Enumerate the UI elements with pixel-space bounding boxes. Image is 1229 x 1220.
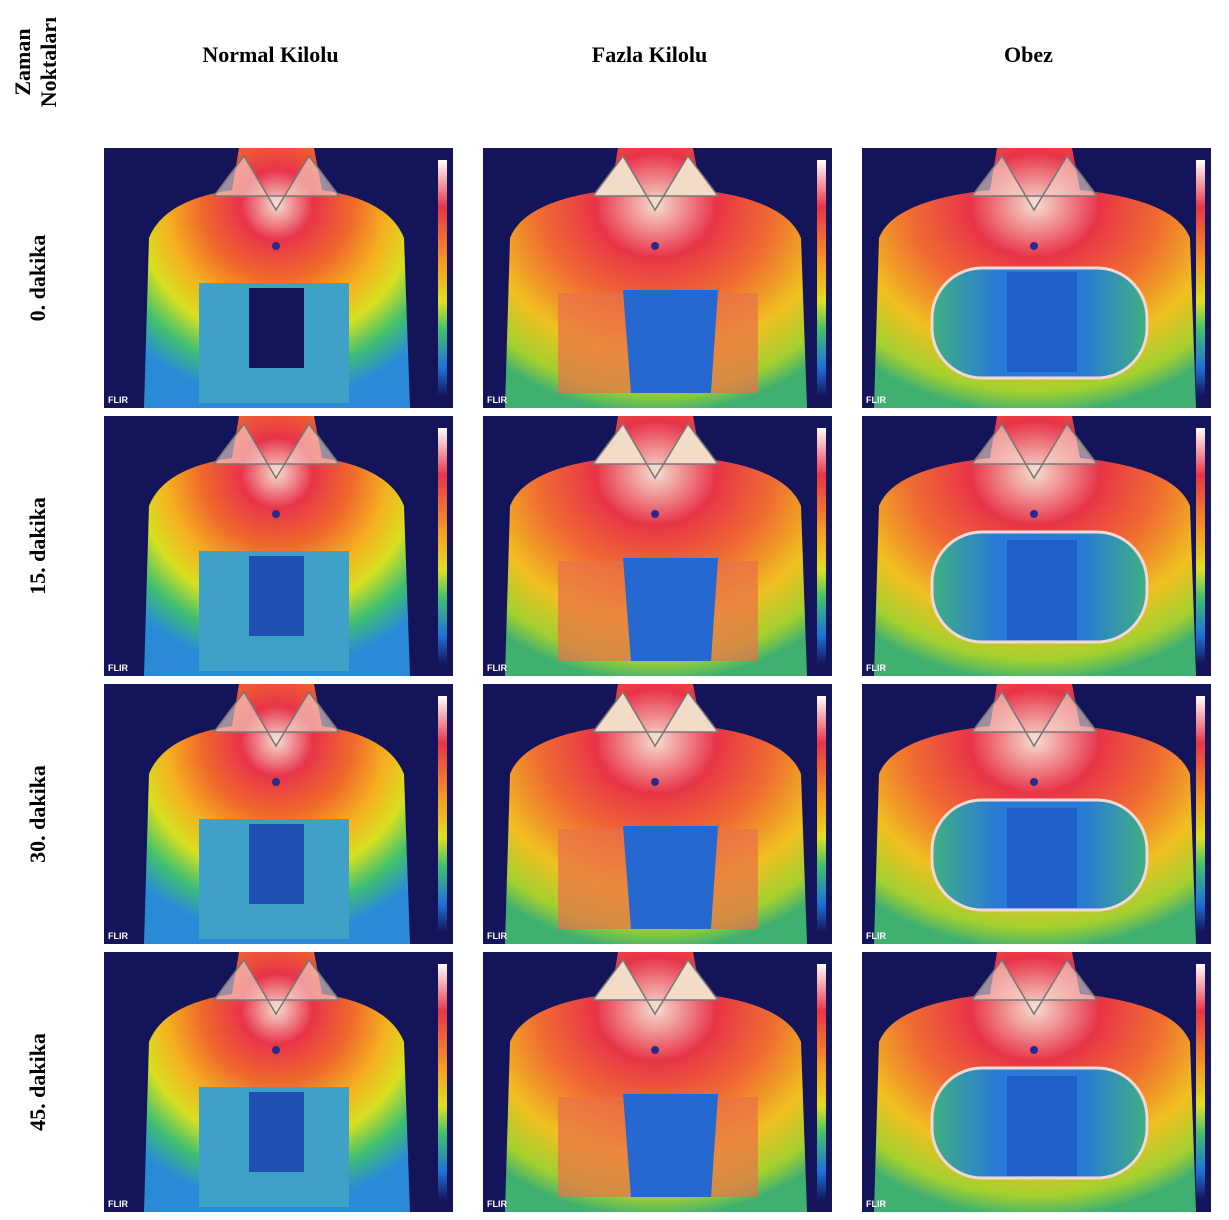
corner-label: Zaman xyxy=(10,28,35,95)
marker xyxy=(272,1046,280,1054)
chest-center xyxy=(1007,808,1077,908)
page: Zaman Noktaları Normal Kilolu Fazla Kilol… xyxy=(0,0,1229,1220)
color-bar xyxy=(817,964,826,1200)
chest-center xyxy=(623,1094,718,1197)
thermal-image: FLIR xyxy=(862,952,1211,1212)
column-title: Obez xyxy=(1004,42,1053,67)
color-bar xyxy=(438,964,447,1200)
marker xyxy=(272,510,280,518)
color-bar xyxy=(438,696,447,932)
watermark: FLIR xyxy=(108,395,128,405)
corner-label: Noktaları xyxy=(36,17,61,107)
watermark: FLIR xyxy=(866,663,886,673)
marker xyxy=(1030,778,1038,786)
chest-center xyxy=(623,558,718,661)
color-bar xyxy=(438,428,447,664)
watermark: FLIR xyxy=(487,395,507,405)
chest-center xyxy=(1007,540,1077,640)
thermal-image: FLIR xyxy=(862,684,1211,944)
row-label: 45. dakika xyxy=(25,1033,50,1131)
color-bar xyxy=(1196,160,1205,396)
color-bar xyxy=(817,160,826,396)
row-label: 15. dakika xyxy=(25,497,50,595)
color-bar xyxy=(438,160,447,396)
chest-center xyxy=(623,290,718,393)
thermal-image: FLIR xyxy=(483,416,832,676)
row-label: 30. dakika xyxy=(25,765,50,863)
watermark: FLIR xyxy=(487,663,507,673)
thermal-image: FLIR xyxy=(104,684,453,944)
thermal-image: FLIR xyxy=(104,416,453,676)
watermark: FLIR xyxy=(487,1199,507,1209)
chest-center xyxy=(1007,272,1077,372)
chest-center xyxy=(249,288,304,368)
chest-center xyxy=(249,824,304,904)
color-bar xyxy=(1196,964,1205,1200)
thermal-image: FLIR xyxy=(483,952,832,1212)
column-title: Normal Kilolu xyxy=(202,42,338,67)
color-bar xyxy=(1196,428,1205,664)
marker xyxy=(651,1046,659,1054)
thermal-image: FLIR xyxy=(483,148,832,408)
marker xyxy=(272,778,280,786)
chest-center xyxy=(623,826,718,929)
watermark: FLIR xyxy=(108,1199,128,1209)
figure: Zaman Noktaları Normal Kilolu Fazla Kilol… xyxy=(0,0,1229,1220)
watermark: FLIR xyxy=(108,663,128,673)
marker xyxy=(651,242,659,250)
color-bar xyxy=(817,428,826,664)
color-bar xyxy=(1196,696,1205,932)
thermal-image: FLIR xyxy=(483,684,832,944)
watermark: FLIR xyxy=(108,931,128,941)
marker xyxy=(651,510,659,518)
color-bar xyxy=(817,696,826,932)
thermal-image: FLIR xyxy=(104,952,453,1212)
watermark: FLIR xyxy=(866,1199,886,1209)
watermark: FLIR xyxy=(487,931,507,941)
thermal-image: FLIR xyxy=(862,148,1211,408)
watermark: FLIR xyxy=(866,931,886,941)
marker xyxy=(1030,1046,1038,1054)
row-label: 0. dakika xyxy=(25,235,50,322)
chest-center xyxy=(249,556,304,636)
column-title: Fazla Kilolu xyxy=(592,42,708,67)
chest-center xyxy=(249,1092,304,1172)
marker xyxy=(272,242,280,250)
thermal-image: FLIR xyxy=(862,416,1211,676)
marker xyxy=(1030,242,1038,250)
watermark: FLIR xyxy=(866,395,886,405)
thermal-image: FLIR xyxy=(104,148,453,408)
marker xyxy=(1030,510,1038,518)
chest-center xyxy=(1007,1076,1077,1176)
marker xyxy=(651,778,659,786)
